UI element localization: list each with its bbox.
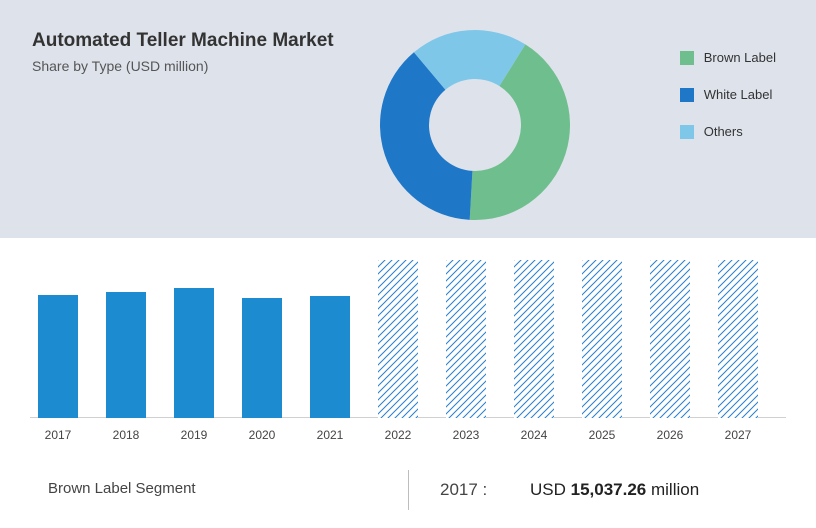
bar-solid: [310, 296, 350, 418]
bar-category-label: 2017: [45, 428, 72, 442]
legend-swatch: [680, 88, 694, 102]
legend: Brown Label White Label Others: [680, 50, 776, 161]
bar-solid: [242, 298, 282, 418]
stat-year: 2017 :: [440, 480, 487, 500]
bar-category-label: 2019: [181, 428, 208, 442]
bar-category-label: 2020: [249, 428, 276, 442]
legend-label: Brown Label: [704, 50, 776, 65]
legend-item: Brown Label: [680, 50, 776, 65]
legend-item: White Label: [680, 87, 776, 102]
legend-label: White Label: [704, 87, 773, 102]
legend-swatch: [680, 125, 694, 139]
bar-plot-area: 2017201820192020202120222023202420252026…: [30, 260, 786, 418]
bar-category-label: 2025: [589, 428, 616, 442]
legend-swatch: [680, 51, 694, 65]
bar-hatched: [446, 260, 486, 418]
bar-hatched: [514, 260, 554, 418]
segment-label: Brown Label Segment: [48, 480, 196, 497]
page-title: Automated Teller Machine Market: [32, 30, 334, 52]
legend-label: Others: [704, 124, 743, 139]
bar-hatched: [650, 260, 690, 418]
stat-number: 15,037.26: [571, 480, 647, 499]
legend-item: Others: [680, 124, 776, 139]
footer-divider: [408, 470, 409, 510]
bar-hatched: [582, 260, 622, 418]
stat-suffix: million: [646, 480, 699, 499]
bar-solid: [174, 288, 214, 418]
bar-category-label: 2018: [113, 428, 140, 442]
bar-hatched: [378, 260, 418, 418]
page-subtitle: Share by Type (USD million): [32, 58, 208, 74]
bar-category-label: 2026: [657, 428, 684, 442]
bar-category-label: 2024: [521, 428, 548, 442]
donut-chart: [370, 20, 580, 230]
bar-hatched: [718, 260, 758, 418]
stat-value: USD 15,037.26 million: [530, 480, 699, 500]
bar-chart-panel: 2017 2018 2019 2020 2021 2022 2023 2024 2025 2026…: [0, 238, 816, 458]
top-panel: Automated Teller Machine Market Share by…: [0, 0, 816, 238]
bar-category-label: 2021: [317, 428, 344, 442]
bar-category-label: 2023: [453, 428, 480, 442]
footer: Brown Label Segment 2017 : USD 15,037.26…: [0, 458, 816, 528]
stat-prefix: USD: [530, 480, 571, 499]
bar-solid: [38, 295, 78, 418]
bar-category-label: 2022: [385, 428, 412, 442]
bar-solid: [106, 292, 146, 418]
bar-category-label: 2027: [725, 428, 752, 442]
